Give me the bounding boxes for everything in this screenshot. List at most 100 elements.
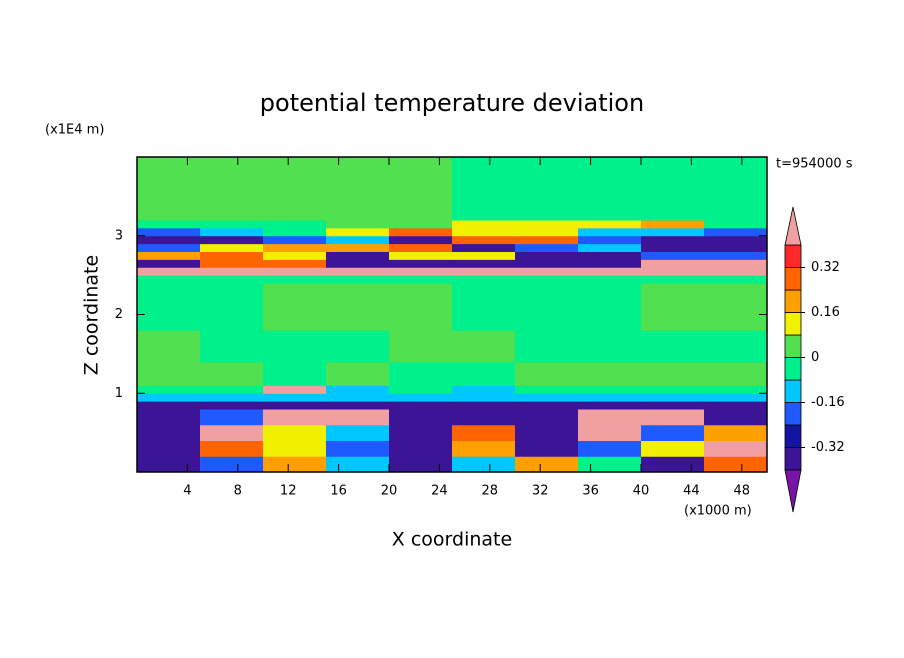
field-cell — [137, 424, 201, 441]
field-cell — [263, 361, 327, 386]
x-tick-label: 12 — [280, 484, 297, 499]
colorbar-band — [784, 289, 802, 313]
field-cell — [578, 259, 642, 268]
field-cell — [200, 385, 264, 394]
field-cell — [704, 204, 768, 221]
colorbar-band — [784, 447, 802, 471]
field-cell — [389, 227, 453, 237]
field-cell — [641, 157, 705, 205]
field-cell — [578, 393, 642, 402]
field-cell — [263, 440, 327, 457]
field-cell — [326, 385, 390, 394]
field-cell — [452, 440, 516, 457]
field-cell — [326, 424, 390, 441]
field-cell — [263, 267, 327, 276]
chart-title: potential temperature deviation — [260, 89, 644, 117]
field-cell — [326, 440, 390, 457]
field-cell — [200, 227, 264, 237]
field-cell — [704, 393, 768, 402]
field-cell — [326, 267, 390, 276]
x-tick-label: 44 — [683, 484, 700, 499]
field-cell — [515, 220, 579, 229]
colorbar-band — [784, 244, 802, 268]
field-cell — [263, 157, 327, 205]
field-cell — [326, 409, 390, 426]
field-cell — [137, 267, 201, 276]
field-cell — [389, 393, 453, 402]
field-cell — [515, 204, 579, 221]
field-cell — [326, 235, 390, 245]
field-cell — [578, 267, 642, 276]
field-cell — [578, 330, 642, 363]
field-cell — [515, 330, 579, 363]
field-cell — [515, 283, 579, 331]
field-cell — [389, 157, 453, 205]
field-cell — [641, 275, 705, 284]
field-cell — [515, 267, 579, 276]
colorbar-tick-label: 0 — [811, 350, 819, 365]
field-cell — [200, 204, 264, 221]
field-cell — [452, 456, 516, 473]
field-cell — [326, 227, 390, 237]
field-cell — [452, 243, 516, 252]
y-unit: (x1E4 m) — [45, 123, 104, 138]
field-cell — [263, 456, 327, 473]
field-cell — [578, 235, 642, 245]
field-cell — [389, 401, 453, 410]
field-cell — [326, 220, 390, 229]
field-cell — [452, 251, 516, 260]
field-cell — [641, 393, 705, 402]
field-cell — [137, 409, 201, 426]
field-cell — [704, 267, 768, 276]
field-cell — [389, 409, 453, 426]
x-tick-label: 32 — [532, 484, 549, 499]
field-cell — [263, 204, 327, 221]
field-cell — [515, 243, 579, 252]
field-cell — [263, 243, 327, 252]
field-cell — [137, 330, 201, 363]
y-tick-label: 1 — [115, 386, 123, 401]
x-unit: (x1000 m) — [684, 504, 752, 519]
field-cell — [578, 220, 642, 229]
x-tick-label: 36 — [582, 484, 599, 499]
field-cell — [389, 204, 453, 221]
field-cell — [326, 157, 390, 205]
field-cell — [326, 393, 390, 402]
colorbar-tick-label: 0.32 — [811, 260, 840, 275]
field-cell — [263, 401, 327, 410]
field-cell — [200, 251, 264, 260]
field-cell — [326, 204, 390, 221]
field-cell — [389, 361, 453, 386]
field-cell — [389, 243, 453, 252]
field-cell — [452, 275, 516, 284]
field-cell — [326, 330, 390, 363]
field-cell — [641, 409, 705, 426]
y-axis-title: Z coordinate — [81, 255, 103, 375]
field-cell — [137, 456, 201, 473]
field-cell — [389, 275, 453, 284]
field-cell — [200, 409, 264, 426]
field-cell — [452, 235, 516, 245]
field-cell — [263, 409, 327, 426]
field-cell — [200, 243, 264, 252]
colorbar-tick-label: 0.16 — [811, 305, 840, 320]
field-cell — [389, 330, 453, 363]
field-cell — [389, 456, 453, 473]
field-cell — [200, 361, 264, 386]
field-cell — [263, 283, 327, 331]
field-cell — [263, 227, 327, 237]
field-cell — [704, 440, 768, 457]
field-cell — [704, 456, 768, 473]
field-cell — [200, 393, 264, 402]
x-tick-label: 28 — [482, 484, 499, 499]
x-tick-label: 48 — [734, 484, 751, 499]
field-cell — [641, 361, 705, 386]
field-cell — [641, 456, 705, 473]
field-cell — [137, 204, 201, 221]
field-cell — [200, 220, 264, 229]
field-cell — [704, 157, 768, 205]
field-cell — [452, 259, 516, 268]
field-cell — [641, 401, 705, 410]
colorbar-band — [784, 267, 802, 291]
